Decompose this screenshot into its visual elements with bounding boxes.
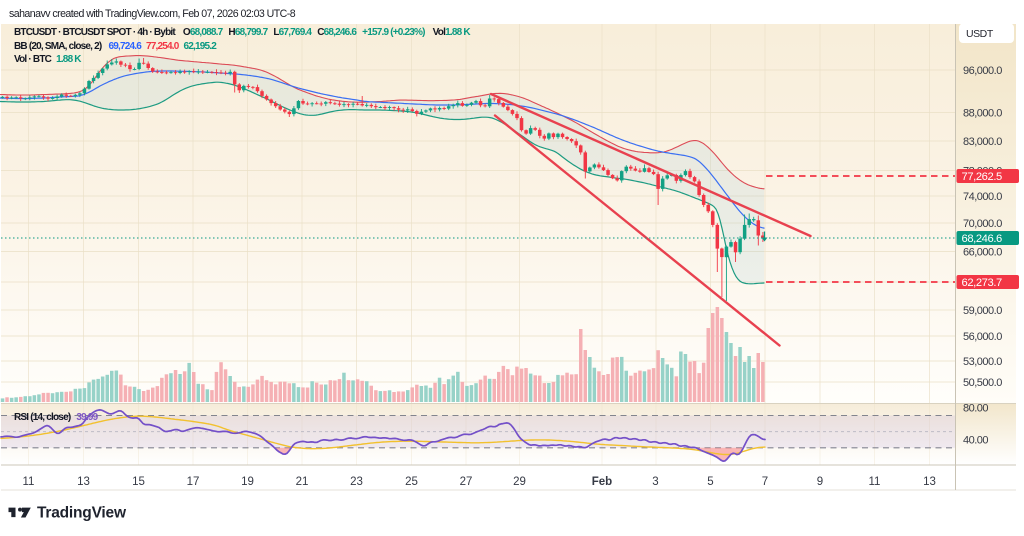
svg-text:BTCUSDT · BTCUSDT SPOT · 4h ·: BTCUSDT · BTCUSDT SPOT · 4h · Bybit O68,0… bbox=[14, 27, 471, 38]
svg-text:25: 25 bbox=[405, 476, 418, 488]
svg-text:62,273.7: 62,273.7 bbox=[962, 277, 1003, 289]
svg-text:21: 21 bbox=[296, 476, 309, 488]
svg-text:88,000.0: 88,000.0 bbox=[963, 107, 1002, 119]
svg-text:83,000.0: 83,000.0 bbox=[963, 136, 1002, 148]
svg-text:15: 15 bbox=[132, 476, 145, 488]
svg-text:40.00: 40.00 bbox=[963, 434, 988, 446]
svg-text:TradingView: TradingView bbox=[37, 505, 127, 522]
svg-text:80.00: 80.00 bbox=[963, 402, 988, 414]
svg-text:RSI (14, close)39.99: RSI (14, close) 39.99 bbox=[14, 412, 99, 423]
svg-text:13: 13 bbox=[923, 476, 936, 488]
svg-text:29: 29 bbox=[513, 476, 526, 488]
svg-text:53,000.0: 53,000.0 bbox=[963, 356, 1002, 368]
svg-text:19: 19 bbox=[241, 476, 254, 488]
svg-text:Feb: Feb bbox=[592, 476, 612, 488]
svg-text:23: 23 bbox=[350, 476, 363, 488]
svg-text:USDT: USDT bbox=[966, 28, 994, 40]
svg-text:7: 7 bbox=[762, 476, 768, 488]
svg-text:74,000.0: 74,000.0 bbox=[963, 191, 1002, 203]
svg-text:sahanavv created with TradingV: sahanavv created with TradingView.com, F… bbox=[9, 8, 296, 20]
svg-text:96,000.0: 96,000.0 bbox=[963, 65, 1002, 77]
svg-text:70,000.0: 70,000.0 bbox=[963, 218, 1002, 230]
svg-text:5: 5 bbox=[707, 476, 713, 488]
svg-text:68,246.6: 68,246.6 bbox=[962, 233, 1003, 245]
svg-text:13: 13 bbox=[77, 476, 90, 488]
svg-text:BB (20, SMA, close, 2)69,724.6: BB (20, SMA, close, 2) 69,724.6 77,254.0 62… bbox=[14, 41, 217, 52]
svg-text:11: 11 bbox=[869, 476, 881, 488]
svg-text:3: 3 bbox=[652, 476, 658, 488]
svg-text:56,000.0: 56,000.0 bbox=[963, 331, 1002, 343]
svg-text:11: 11 bbox=[23, 476, 35, 488]
svg-text:17: 17 bbox=[187, 476, 200, 488]
svg-text:50,500.0: 50,500.0 bbox=[963, 377, 1002, 389]
svg-text:59,000.0: 59,000.0 bbox=[963, 305, 1002, 317]
svg-text:9: 9 bbox=[817, 476, 823, 488]
svg-text:66,000.0: 66,000.0 bbox=[963, 246, 1002, 258]
svg-text:77,262.5: 77,262.5 bbox=[962, 171, 1003, 183]
svg-text:27: 27 bbox=[460, 476, 473, 488]
